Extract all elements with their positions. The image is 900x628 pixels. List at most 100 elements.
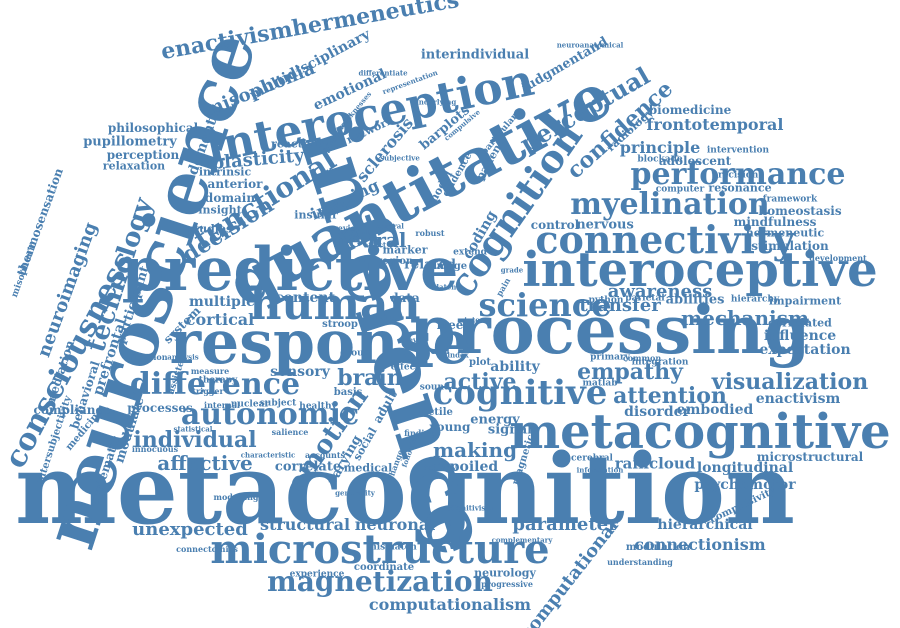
cloud-word-affective: affective (157, 451, 253, 475)
cloud-word-correlate: correlate (274, 459, 342, 475)
cloud-word-metacognitive: metacognitive (509, 404, 891, 460)
cloud-word-reactivity: reactivity (271, 137, 329, 151)
cloud-word-innocuous: innocuous (131, 444, 179, 454)
cloud-word-intervention: intervention (706, 145, 770, 156)
cloud-word-generality: generality (335, 488, 375, 498)
cloud-word-latent: latent (436, 282, 460, 292)
cloud-word-making: making (432, 438, 518, 462)
cloud-word-longitudinal: longitudinal (696, 460, 794, 476)
cloud-word-level: level (405, 335, 425, 345)
cloud-word-tactile: tactile (417, 407, 453, 418)
cloud-word-therapy: therapy (198, 375, 238, 386)
cloud-word-neuroanatomical: neuroanatomical (556, 40, 624, 50)
cloud-word-medical: medical (343, 461, 393, 475)
cloud-word-microstructure: microstructure (210, 526, 550, 573)
cloud-word-processing: processing (409, 291, 811, 369)
cloud-word-active: active (443, 369, 517, 395)
cloud-word-finding: finding (404, 428, 436, 438)
cloud-word-group: group (340, 348, 370, 359)
cloud-word-extend: extend (453, 247, 487, 258)
cloud-word-index: index (447, 350, 469, 360)
cloud-word-mismatch: mismatch (367, 542, 417, 553)
cloud-word-control: control (530, 218, 580, 232)
cloud-word-biomedicine: biomedicine (648, 103, 732, 117)
cloud-word-robust: robust (415, 228, 445, 238)
cloud-word-accounts: accounts (304, 450, 346, 460)
cloud-word-data: data (390, 291, 420, 305)
cloud-word-plot: plot (468, 357, 492, 368)
cloud-word-visualization: visualization (711, 369, 869, 395)
cloud-word-modelling: modelling (213, 492, 259, 502)
cloud-word-hierarchy: hierarchy (730, 294, 780, 305)
cloud-word-common: common (622, 353, 662, 363)
cloud-word-response: response (169, 308, 471, 378)
cloud-word-information: information (576, 465, 624, 475)
cloud-word-performance: performance (630, 157, 846, 192)
cloud-word-ability: ability (490, 359, 540, 375)
cloud-word-nervous: nervous (576, 217, 634, 233)
cloud-word-pupillometry: pupillometry (83, 134, 177, 150)
cloud-word-state: state (460, 315, 480, 325)
cloud-word-philosophical: philosophical (107, 121, 199, 135)
cloud-word-structural: structural (259, 515, 351, 534)
cloud-word-human: human (249, 279, 421, 330)
cloud-word-interoceptive: interoceptive (522, 242, 878, 298)
cloud-word-precision: precision (711, 170, 759, 181)
cloud-word-enactivism: enactivism (755, 391, 841, 407)
cloud-word-insight: insight (198, 203, 242, 217)
cloud-word-relaxation: relaxation (102, 159, 166, 173)
cloud-word-metacognition: metacognition (15, 433, 795, 546)
cloud-word-perception: perception (106, 148, 180, 162)
cloud-word-correlated: correlated (768, 316, 832, 330)
cloud-word-activity: activity (423, 462, 457, 472)
cloud-word-internal: internal (204, 400, 240, 410)
cloud-word-grade: grade (500, 265, 524, 275)
cloud-word-transfer: transfer (579, 295, 661, 316)
cloud-word-connectionism: connectionism (634, 535, 766, 554)
cloud-word-embodied: embodied (676, 402, 754, 418)
cloud-word-coordinate: coordinate (353, 562, 415, 573)
cloud-word-anterior: anterior (207, 177, 263, 191)
cloud-word-effect: effect (390, 362, 420, 373)
cloud-word-characteristic: characteristic (240, 450, 296, 460)
cloud-word-energy: energy (470, 412, 520, 428)
cloud-word-resonance: resonance (708, 181, 772, 195)
cloud-word-raincloud: raincloud (614, 454, 696, 473)
cloud-word-underlying: underlying (413, 97, 457, 107)
cloud-word-influence: influence (763, 328, 837, 344)
cloud-word-complementary: complementary (491, 535, 553, 545)
cloud-word-autonomic: autonomic (180, 397, 360, 432)
cloud-word-primary: primary (590, 352, 630, 363)
cloud-word-affect: affect (363, 240, 387, 250)
cloud-word-central: central (376, 221, 404, 231)
cloud-word-impairment: impairment (768, 294, 842, 308)
cloud-word-nuclear: nuclear (230, 399, 270, 410)
cloud-word-sound: sound (419, 382, 451, 393)
cloud-word-image: image (432, 261, 468, 272)
cloud-word-matlab: matlab (582, 378, 618, 389)
cloud-word-region: region (376, 256, 414, 267)
cloud-word-basis: basis (333, 387, 363, 398)
cloud-word-cortical: cortical (185, 310, 255, 329)
cloud-word-studies: studies (187, 222, 233, 236)
cloud-word-related: related (404, 257, 456, 273)
cloud-word-cognitive: cognitive (432, 373, 608, 413)
cloud-word-spoiled: spoiled (441, 459, 499, 475)
cloud-word-integration: integration (631, 357, 689, 368)
cloud-word-measure: measure (190, 366, 230, 376)
cloud-word-free: free (436, 318, 464, 332)
cloud-word-compliance: compliance (33, 403, 111, 417)
cloud-word-computer: computer (655, 184, 705, 195)
cloud-word-hierarchical: hierarchical (657, 517, 753, 533)
cloud-word-cerebral: cerebral (571, 453, 613, 464)
cloud-word-connectomics: connectomics (176, 544, 238, 554)
cloud-word-analysis: analysis (167, 352, 199, 362)
cloud-word-mechanism: mechanism (680, 306, 810, 330)
cloud-word-marker: marker (382, 243, 428, 257)
cloud-word-disorder: disorder (624, 404, 690, 420)
cloud-word-principle: principle (619, 138, 701, 157)
cloud-word-cognitivism: cognitivism (447, 503, 493, 513)
cloud-word-connectivity: connectivity (535, 217, 795, 262)
cloud-word-progressive: progressive (481, 579, 533, 589)
